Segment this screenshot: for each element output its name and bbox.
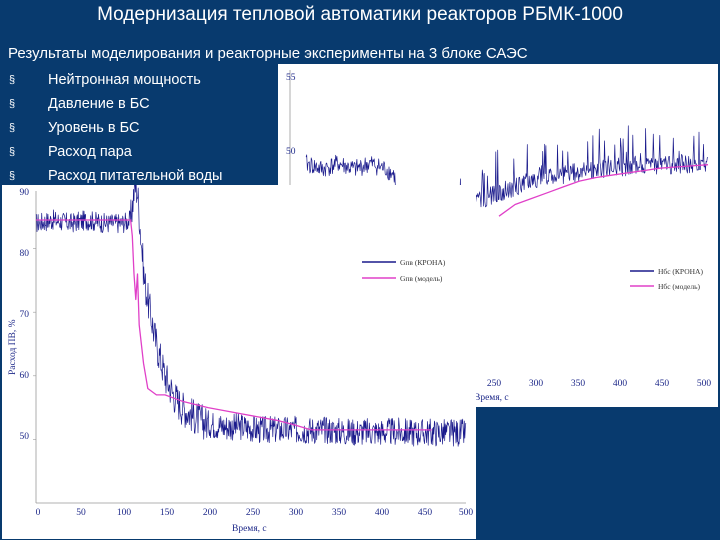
y-tick-labels: 90 80 70 60 50 xyxy=(20,188,30,442)
y-tick-label: 50 xyxy=(20,432,30,442)
legend: Нбс (КРОНА) Нбс (модель) xyxy=(630,267,703,291)
bullet-item: § Давление в БС xyxy=(6,94,222,118)
bullet-label: Нейтронная мощность xyxy=(48,72,201,88)
page-subtitle: Результаты моделирования и реакторные эк… xyxy=(8,45,528,62)
bullet-marker: § xyxy=(9,146,16,158)
x-tick-label: 350 xyxy=(332,508,347,518)
x-tick-label: 300 xyxy=(289,508,304,518)
series-line-model xyxy=(36,219,432,431)
level-chart: 55 50 250 300 350 400 450 500 Время, с Н… xyxy=(286,70,712,403)
y-tick-label: 90 xyxy=(20,188,30,198)
page-title: Модернизация тепловой автоматики реактор… xyxy=(97,4,623,25)
bullet-item: § Нейтронная мощность xyxy=(6,70,222,94)
x-tick-label: 350 xyxy=(571,379,586,389)
bullet-marker: § xyxy=(9,98,16,110)
bullet-marker: § xyxy=(9,122,16,134)
bullet-marker: § xyxy=(9,74,16,86)
bullet-label: Давление в БС xyxy=(48,96,150,112)
x-tick-label: 150 xyxy=(160,508,175,518)
series-line-model xyxy=(498,164,709,217)
x-tick-label: 0 xyxy=(36,508,41,518)
gridlines xyxy=(33,248,36,440)
x-tick-labels: 0 50 100 150 200 250 300 350 400 450 500 xyxy=(36,508,474,518)
x-tick-label: 500 xyxy=(459,508,474,518)
x-tick-label: 400 xyxy=(375,508,390,518)
x-tick-label: 200 xyxy=(203,508,218,518)
bullet-marker: § xyxy=(9,170,16,182)
x-tick-label: 50 xyxy=(76,508,86,518)
legend-label-experiment: Нбс (КРОНА) xyxy=(658,267,703,276)
series-line-experiment xyxy=(35,185,467,447)
bullet-item: § Расход питательной воды xyxy=(6,166,222,190)
y-axis-title: Расход ПВ, % xyxy=(8,319,18,375)
y-tick-label: 60 xyxy=(20,371,30,381)
bullet-item: § Уровень в БС xyxy=(6,118,222,142)
legend-label-model: Gпв (модель) xyxy=(400,274,443,283)
legend: Gпв (КРОНА) Gпв (модель) xyxy=(362,258,446,283)
x-tick-label: 500 xyxy=(697,379,712,389)
feedwater-chart-panel: 90 80 70 60 50 0 50 100 150 200 250 300 … xyxy=(2,185,476,539)
x-axis-title: Время, с xyxy=(232,524,267,534)
y-tick-label: 55 xyxy=(286,73,296,83)
y-tick-label: 70 xyxy=(20,310,30,320)
feedwater-series-group xyxy=(35,185,467,447)
x-tick-label: 450 xyxy=(655,379,670,389)
bullet-label: Уровень в БС xyxy=(48,120,140,136)
bullet-label: Расход питательной воды xyxy=(48,168,223,184)
series-line-experiment xyxy=(305,125,708,263)
legend-label-model: Нбс (модель) xyxy=(658,282,701,291)
x-axis-title: Время, с xyxy=(474,393,509,403)
y-tick-label: 80 xyxy=(20,249,30,259)
y-tick-label: 50 xyxy=(286,147,296,157)
x-tick-label: 450 xyxy=(418,508,433,518)
legend-label-experiment: Gпв (КРОНА) xyxy=(400,258,446,267)
bullet-list: § Нейтронная мощность § Давление в БС § Ур… xyxy=(6,70,222,190)
x-tick-label: 250 xyxy=(246,508,261,518)
x-tick-labels: 250 300 350 400 450 500 xyxy=(487,379,712,389)
feedwater-chart: 90 80 70 60 50 0 50 100 150 200 250 300 … xyxy=(8,185,474,534)
bullet-label: Расход пара xyxy=(48,144,132,160)
x-tick-label: 100 xyxy=(117,508,132,518)
level-series-group xyxy=(305,125,709,263)
x-tick-label: 300 xyxy=(529,379,544,389)
x-tick-label: 250 xyxy=(487,379,502,389)
bullet-item: § Расход пара xyxy=(6,142,222,166)
x-tick-label: 400 xyxy=(613,379,628,389)
